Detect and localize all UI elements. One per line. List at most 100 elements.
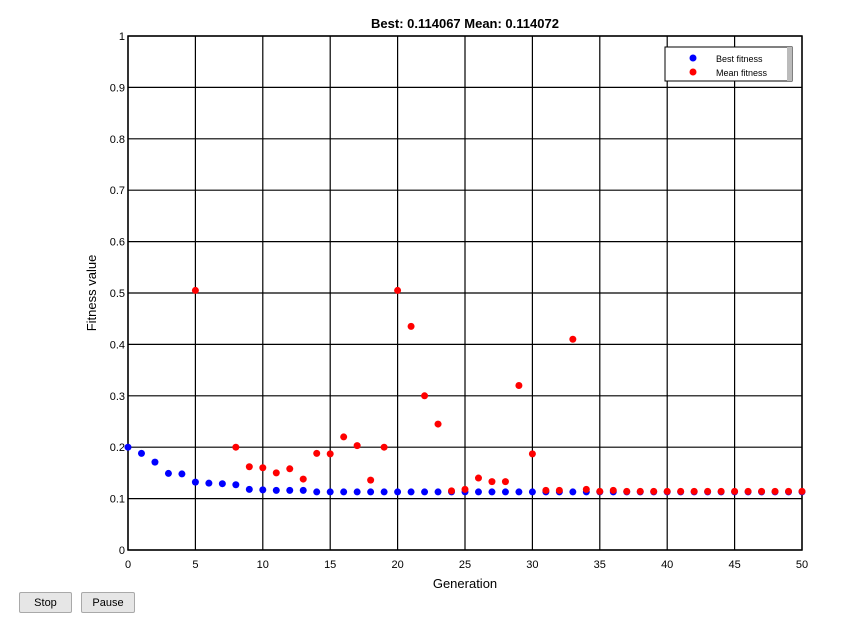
x-tick-label: 5 bbox=[192, 559, 198, 571]
x-tick-label: 15 bbox=[324, 559, 336, 571]
best-fitness-point bbox=[380, 488, 388, 496]
best-fitness-point bbox=[259, 486, 267, 494]
legend-label-best-fitness: Best fitness bbox=[716, 54, 763, 64]
mean-fitness-point bbox=[353, 442, 361, 450]
stop-button[interactable]: Stop bbox=[19, 592, 72, 613]
mean-fitness-point bbox=[650, 487, 658, 495]
mean-fitness-point bbox=[501, 478, 509, 486]
mean-fitness-point bbox=[798, 487, 806, 495]
y-tick-label: 0.8 bbox=[110, 134, 125, 146]
mean-fitness-point bbox=[663, 487, 671, 495]
best-fitness-point bbox=[137, 449, 145, 457]
y-tick-label: 0.5 bbox=[110, 288, 125, 300]
best-fitness-point bbox=[515, 488, 523, 496]
best-fitness-point bbox=[340, 488, 348, 496]
mean-fitness-point bbox=[731, 487, 739, 495]
best-fitness-point bbox=[164, 469, 172, 477]
best-fitness-point bbox=[528, 488, 536, 496]
mean-fitness-point bbox=[623, 487, 631, 495]
y-axis-label: Fitness value bbox=[84, 255, 99, 332]
pause-button[interactable]: Pause bbox=[81, 592, 135, 613]
mean-fitness-point bbox=[596, 487, 604, 495]
best-fitness-point bbox=[313, 488, 321, 496]
best-fitness-point bbox=[407, 488, 415, 496]
x-tick-label: 45 bbox=[728, 559, 740, 571]
y-tick-label: 1 bbox=[119, 31, 125, 43]
x-axis-label: Generation bbox=[433, 576, 497, 590]
mean-fitness-point bbox=[528, 450, 536, 458]
y-axis: 0 0.1 0.2 0.3 0.4 0.5 0.6 0.7 0.8 0.9 1 bbox=[110, 31, 125, 557]
legend-scrollbar bbox=[787, 47, 792, 81]
best-fitness-point bbox=[218, 480, 226, 488]
mean-fitness-point bbox=[313, 449, 321, 457]
mean-fitness-point bbox=[690, 487, 698, 495]
mean-fitness-point bbox=[582, 485, 590, 493]
x-tick-label: 30 bbox=[526, 559, 538, 571]
legend-marker-best-fitness bbox=[689, 54, 697, 62]
best-fitness-point bbox=[191, 478, 199, 486]
mean-fitness-point bbox=[448, 487, 456, 495]
y-tick-label: 0.1 bbox=[110, 494, 125, 506]
mean-fitness-point bbox=[380, 443, 388, 451]
y-tick-label: 0 bbox=[119, 545, 125, 557]
y-tick-label: 0.6 bbox=[110, 237, 125, 249]
x-tick-label: 10 bbox=[257, 559, 269, 571]
mean-fitness-point bbox=[609, 486, 617, 494]
mean-fitness-point bbox=[488, 478, 496, 486]
best-fitness-point bbox=[474, 488, 482, 496]
legend-label-mean-fitness: Mean fitness bbox=[716, 68, 768, 78]
mean-fitness-point bbox=[758, 487, 766, 495]
best-fitness-point bbox=[353, 488, 361, 496]
data-points bbox=[124, 286, 806, 496]
y-tick-label: 0.9 bbox=[110, 82, 125, 94]
axes-box bbox=[127, 35, 803, 551]
mean-fitness-point bbox=[677, 487, 685, 495]
x-tick-label: 25 bbox=[459, 559, 471, 571]
mean-fitness-point bbox=[717, 487, 725, 495]
mean-fitness-point bbox=[515, 382, 523, 390]
y-tick-label: 0.3 bbox=[110, 391, 125, 403]
best-fitness-point bbox=[569, 488, 577, 496]
x-tick-label: 50 bbox=[796, 559, 808, 571]
y-tick-label: 0.2 bbox=[110, 442, 125, 454]
x-tick-label: 40 bbox=[661, 559, 673, 571]
best-fitness-point bbox=[421, 488, 429, 496]
mean-fitness-point bbox=[474, 474, 482, 482]
mean-fitness-point bbox=[299, 475, 307, 483]
mean-fitness-point bbox=[340, 433, 348, 441]
legend-marker-mean-fitness bbox=[689, 68, 697, 76]
best-fitness-point bbox=[434, 488, 442, 496]
x-axis: 0 5 10 15 20 25 30 35 40 45 50 bbox=[125, 559, 808, 571]
best-fitness-point bbox=[272, 486, 280, 494]
best-fitness-point bbox=[299, 486, 307, 494]
mean-fitness-point bbox=[407, 322, 415, 330]
legend: Best fitness Mean fitness bbox=[664, 46, 793, 82]
mean-fitness-point bbox=[636, 487, 644, 495]
best-fitness-point bbox=[394, 488, 402, 496]
best-fitness-point bbox=[501, 488, 509, 496]
mean-fitness-point bbox=[245, 463, 253, 471]
best-fitness-point bbox=[245, 485, 253, 493]
mean-fitness-point bbox=[394, 286, 402, 294]
mean-fitness-point bbox=[785, 487, 793, 495]
mean-fitness-point bbox=[542, 486, 550, 494]
x-tick-label: 35 bbox=[594, 559, 606, 571]
mean-fitness-point bbox=[434, 420, 442, 428]
mean-fitness-point bbox=[704, 487, 712, 495]
mean-fitness-point bbox=[569, 335, 577, 343]
best-fitness-point bbox=[326, 488, 334, 496]
best-fitness-point bbox=[151, 458, 159, 466]
mean-fitness-point bbox=[367, 476, 375, 484]
legend-box bbox=[664, 46, 793, 82]
best-fitness-point bbox=[367, 488, 375, 496]
best-fitness-point bbox=[124, 443, 132, 451]
x-tick-label: 20 bbox=[391, 559, 403, 571]
y-tick-label: 0.7 bbox=[110, 185, 125, 197]
best-fitness-point bbox=[232, 481, 240, 489]
mean-fitness-point bbox=[191, 286, 199, 294]
chart-title: Best: 0.114067 Mean: 0.114072 bbox=[371, 16, 559, 31]
best-fitness-point bbox=[205, 479, 213, 487]
best-fitness-point bbox=[178, 470, 186, 478]
mean-fitness-point bbox=[461, 485, 469, 493]
y-tick-label: 0.4 bbox=[110, 339, 125, 351]
